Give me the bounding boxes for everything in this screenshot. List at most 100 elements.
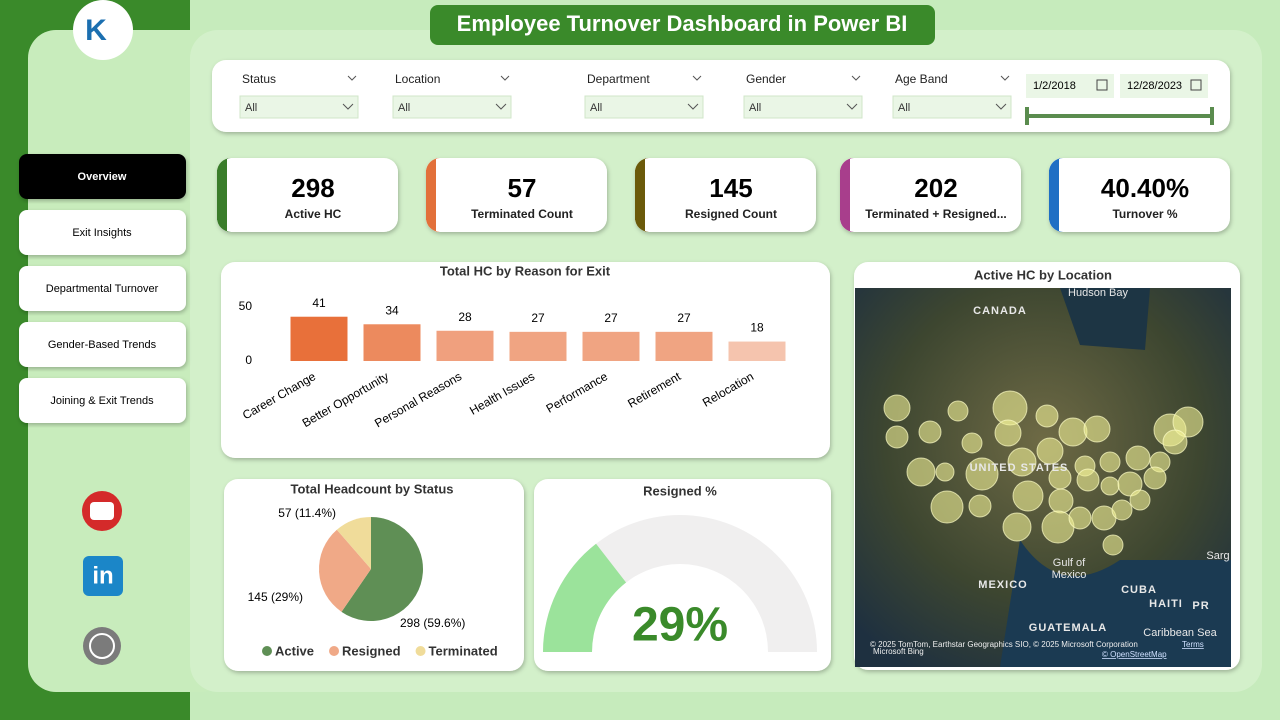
legend-label: Resigned <box>342 643 401 658</box>
date-value: 1/2/2018 <box>1033 80 1076 92</box>
kpi-label: Resigned Count <box>685 207 777 221</box>
bar <box>728 341 786 361</box>
web-icon[interactable] <box>83 627 121 665</box>
data-label: 298 (59.6%) <box>400 616 465 630</box>
pie-slice <box>341 517 424 622</box>
map-bubble[interactable] <box>1035 404 1059 428</box>
slider-handle[interactable] <box>1210 107 1214 125</box>
kpi-label: Active HC <box>285 207 342 221</box>
map-bubble[interactable] <box>1058 417 1088 447</box>
map-brand: Microsoft Bing <box>873 647 924 656</box>
filter-value: All <box>590 102 602 114</box>
date-input[interactable] <box>1120 74 1208 98</box>
bar <box>655 331 713 361</box>
kpi-card <box>217 158 398 232</box>
calendar-icon <box>1190 79 1202 91</box>
map-label: Caribbean Sea <box>1143 627 1217 639</box>
kpi-label: Terminated Count <box>471 207 573 221</box>
kpi-value: 145 <box>709 173 752 203</box>
chevron <box>995 103 1007 110</box>
nav-button[interactable] <box>19 154 186 199</box>
map-label: CUBA <box>1121 584 1157 596</box>
nav-button[interactable] <box>19 210 186 255</box>
chart-title: Total HC by Reason for Exit <box>440 263 611 278</box>
map-bubble[interactable] <box>994 419 1022 447</box>
bar <box>363 324 421 361</box>
logo-mark: K <box>85 14 107 47</box>
nav-label: Overview <box>78 171 127 183</box>
map-bubble[interactable] <box>1111 499 1133 521</box>
map-bubble[interactable] <box>965 457 999 491</box>
chevron <box>687 103 699 110</box>
map-label: PR <box>1192 600 1209 612</box>
map-bubble[interactable] <box>1117 471 1143 497</box>
filter-dropdown[interactable] <box>239 95 359 119</box>
nav-button[interactable] <box>19 322 186 367</box>
map-bubble[interactable] <box>885 425 909 449</box>
map-bubble[interactable] <box>1048 488 1074 514</box>
linkedin-icon[interactable] <box>83 556 123 596</box>
filter-dropdown[interactable] <box>392 95 512 119</box>
slider-handle[interactable] <box>1025 107 1029 125</box>
kpi-value: 298 <box>291 173 334 203</box>
data-label: 28 <box>458 310 472 324</box>
map-bubble[interactable] <box>1012 480 1044 512</box>
map-bubble[interactable] <box>1162 429 1188 455</box>
y-tick-label: 0 <box>245 353 252 367</box>
legend-marker <box>415 646 426 656</box>
map-bubble[interactable] <box>1007 447 1037 477</box>
data-label: 41 <box>312 296 326 310</box>
kpi-card <box>1049 158 1230 232</box>
map-bubble[interactable] <box>883 394 911 422</box>
map-bubble[interactable] <box>930 490 964 524</box>
map-bubble[interactable] <box>918 420 942 444</box>
filter-value: All <box>245 102 257 114</box>
nav-button[interactable] <box>19 266 186 311</box>
map-bubble[interactable] <box>1125 445 1151 471</box>
filter-dropdown[interactable] <box>584 95 704 119</box>
kpi-accent-bar <box>217 170 227 220</box>
filter-dropdown[interactable] <box>743 95 863 119</box>
map-bubble[interactable] <box>1100 476 1120 496</box>
map-link[interactable]: © OpenStreetMap <box>1102 650 1167 659</box>
map-label: HAITI <box>1149 598 1183 610</box>
map-label: MEXICO <box>978 579 1027 591</box>
map-bubble[interactable] <box>1172 406 1204 438</box>
map-bubble[interactable] <box>906 457 936 487</box>
gauge-card <box>534 479 831 671</box>
map-label: Gulf of <box>1053 557 1086 569</box>
pie-slice <box>336 517 371 569</box>
kpi-label: Terminated + Resigned... <box>865 207 1006 221</box>
map-bubble[interactable] <box>947 400 969 422</box>
map-label: Mexico <box>1052 569 1087 581</box>
map-bubble[interactable] <box>1129 489 1151 511</box>
chevron <box>347 75 357 81</box>
nav-label: Joining & Exit Trends <box>50 395 154 407</box>
map-bubble[interactable] <box>1036 437 1064 465</box>
legend-marker <box>262 646 272 656</box>
map-link[interactable]: Terms <box>1182 640 1204 649</box>
kpi-value: 57 <box>508 173 537 203</box>
filter-label: Location <box>395 72 440 86</box>
map-bubble[interactable] <box>1143 466 1167 490</box>
filter-dropdown[interactable] <box>892 95 1012 119</box>
map-bubble[interactable] <box>1102 534 1124 556</box>
chevron <box>495 103 507 110</box>
map-bubble[interactable] <box>1099 451 1121 473</box>
map-bubble[interactable] <box>1068 506 1092 530</box>
map-bubble[interactable] <box>1002 512 1032 542</box>
map-title: Active HC by Location <box>974 267 1112 282</box>
nav-button[interactable] <box>19 378 186 423</box>
map-label: GUATEMALA <box>1029 622 1107 634</box>
filter-value: All <box>749 102 761 114</box>
map-bubble[interactable] <box>961 432 983 454</box>
data-label: 27 <box>531 311 545 325</box>
map-bubble[interactable] <box>1083 415 1111 443</box>
kpi-accent-bar <box>426 170 436 220</box>
map-bubble[interactable] <box>968 494 992 518</box>
map-bubble[interactable] <box>1076 468 1100 492</box>
linkedin-glyph: in <box>92 562 113 589</box>
date-input[interactable] <box>1026 74 1114 98</box>
map-bubble[interactable] <box>935 462 955 482</box>
